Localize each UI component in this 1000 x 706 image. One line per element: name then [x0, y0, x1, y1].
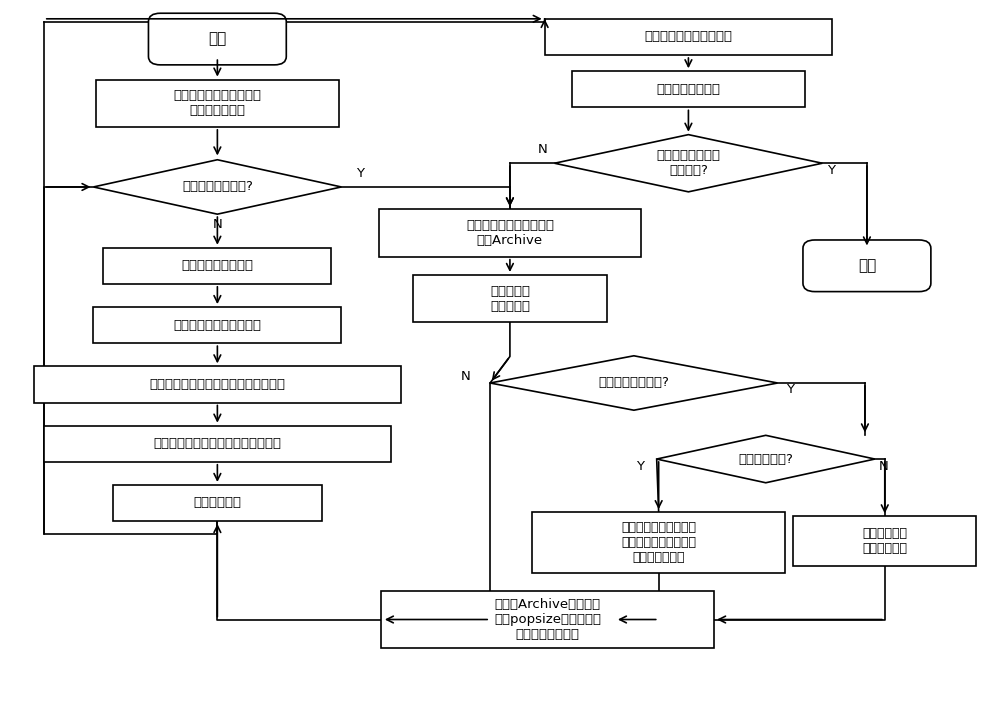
Bar	[93, 307, 341, 343]
Text: 按最短路径插入原则将
新增的结点插入到保存
的历史最优解中: 按最短路径插入原则将 新增的结点插入到保存 的历史最优解中	[621, 521, 696, 564]
Text: Y: Y	[827, 164, 835, 176]
Text: 输出蚁群中最短的路径值: 输出蚁群中最短的路径值	[644, 30, 732, 44]
Text: 迭代次数加一: 迭代次数加一	[193, 496, 241, 510]
Bar	[413, 275, 607, 323]
Bar	[572, 71, 805, 107]
FancyBboxPatch shape	[803, 240, 931, 292]
Text: N: N	[212, 218, 222, 232]
Text: 选出最好的路径进行全局信息素更新: 选出最好的路径进行全局信息素更新	[153, 437, 281, 450]
Text: N: N	[538, 143, 548, 156]
Text: 是否发生维度改变?: 是否发生维度改变?	[598, 376, 669, 390]
Text: 环境改变次数加一: 环境改变次数加一	[656, 83, 720, 96]
Polygon shape	[93, 160, 341, 214]
Text: Y: Y	[356, 167, 364, 180]
Bar	[532, 512, 785, 573]
Bar	[381, 591, 714, 648]
Text: 检测环境是否改变?: 检测环境是否改变?	[182, 181, 253, 193]
Polygon shape	[490, 356, 778, 410]
Polygon shape	[555, 135, 822, 192]
Text: 直接删除不需
要访问的结点: 直接删除不需 要访问的结点	[862, 527, 907, 556]
Text: Y: Y	[786, 383, 794, 397]
Text: 对属于Archive中路径最: 对属于Archive中路径最	[495, 598, 601, 611]
Polygon shape	[657, 436, 875, 483]
Text: Y: Y	[636, 460, 644, 472]
Text: 环境改变次数是否
达到条件?: 环境改变次数是否 达到条件?	[656, 149, 720, 177]
Text: 计算每只蛂蚁的路径长度: 计算每只蛂蚁的路径长度	[173, 318, 261, 332]
Text: 行信息素增量操作: 行信息素增量操作	[516, 628, 580, 641]
Text: 维度是否增加?: 维度是否增加?	[738, 453, 793, 465]
Text: 结束: 结束	[858, 258, 876, 273]
Bar	[103, 248, 331, 284]
FancyBboxPatch shape	[148, 13, 286, 65]
Bar	[793, 516, 976, 566]
Text: 初始化信息素矩阵和环境
改变次数等参数: 初始化信息素矩阵和环境 改变次数等参数	[173, 89, 261, 117]
Bar	[545, 19, 832, 55]
Bar	[44, 426, 391, 462]
Bar	[113, 485, 322, 521]
Text: 重新初始化
信息素矩阵: 重新初始化 信息素矩阵	[490, 285, 530, 313]
Text: 构建每只蛂蚁的路径: 构建每只蛂蚁的路径	[181, 259, 253, 273]
Text: 开始: 开始	[208, 32, 226, 47]
Text: 短的popsize个解的边执: 短的popsize个解的边执	[494, 613, 601, 626]
Text: N: N	[879, 460, 889, 472]
Text: N: N	[460, 369, 470, 383]
Bar	[34, 366, 401, 402]
Text: 对每只蛂蚁的路径进行局部信息素更新: 对每只蛂蚁的路径进行局部信息素更新	[149, 378, 285, 391]
Bar	[96, 80, 339, 127]
Bar	[379, 209, 641, 257]
Text: 将每只蛂蚁的历史最优解
加入Archive: 将每只蛂蚁的历史最优解 加入Archive	[466, 219, 554, 247]
